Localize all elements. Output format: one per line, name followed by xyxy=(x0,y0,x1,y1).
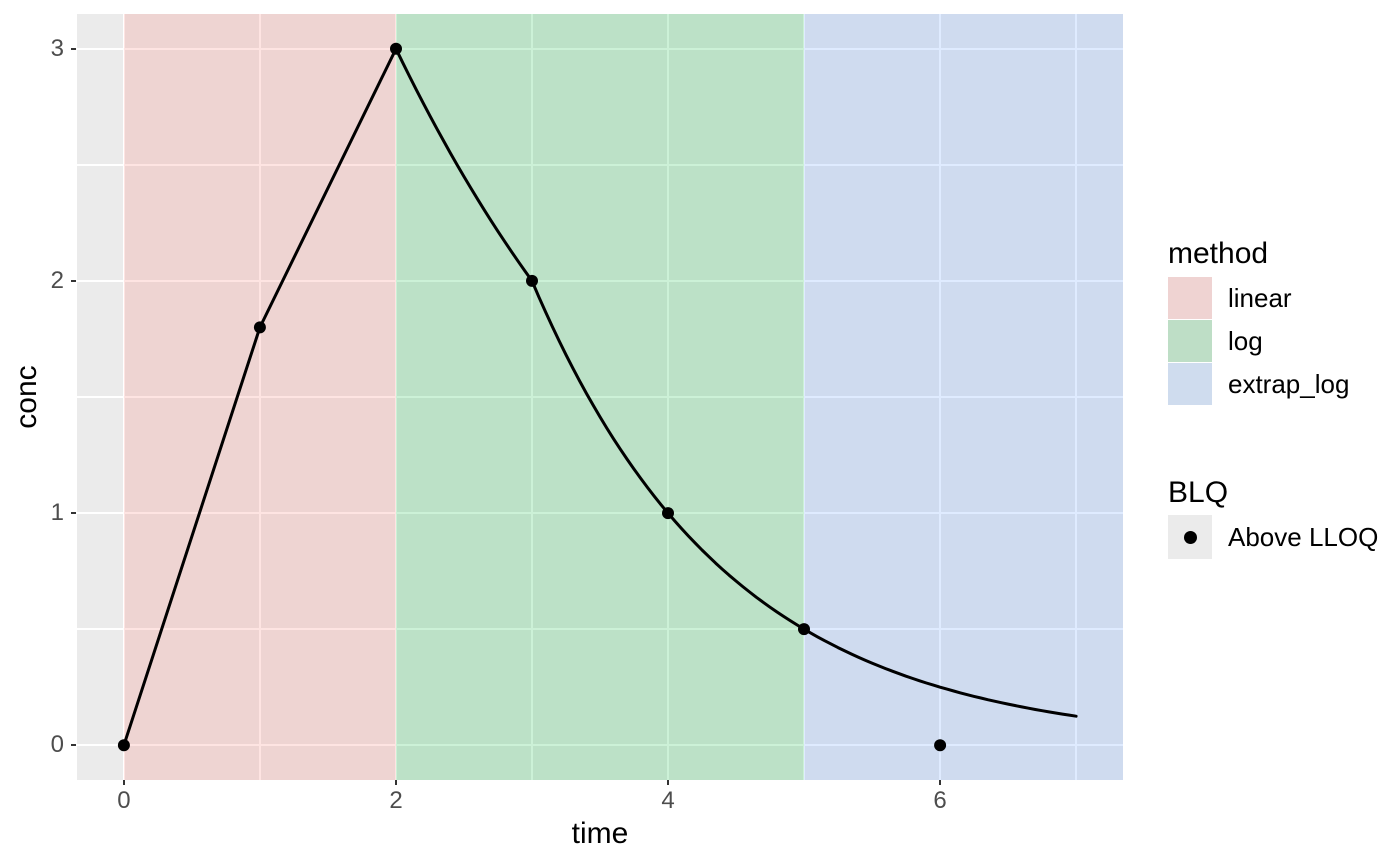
gridline-y-minor-1.5 xyxy=(77,396,1123,398)
legend-swatch-extrap-log xyxy=(1168,363,1212,405)
legend-key-above-lloq xyxy=(1168,515,1212,559)
concentration-line xyxy=(122,47,1078,747)
region-extrap_log xyxy=(804,14,1123,780)
y-tick-label-2: 2 xyxy=(50,266,64,294)
data-point-t4 xyxy=(662,507,674,520)
x-tick-label-6: 6 xyxy=(933,787,947,814)
gridline-y-major-0 xyxy=(77,743,1123,747)
data-point-t0 xyxy=(117,739,130,752)
legend-label-above-lloq: Above LLOQ xyxy=(1228,521,1379,552)
y-tick-label-0: 0 xyxy=(50,731,64,759)
legend-blq-title: BLQ xyxy=(1168,476,1229,509)
region-log xyxy=(396,14,805,780)
legend-swatch-linear xyxy=(1168,277,1212,319)
data-point-t1 xyxy=(253,321,266,334)
legend-item-log: log xyxy=(1168,320,1349,362)
legend-item-extrap-log: extrap_log xyxy=(1168,363,1349,405)
x-tick-mark-0 xyxy=(122,780,126,785)
y-tick-label-1: 1 xyxy=(50,499,64,527)
gridline-x-major-2 xyxy=(394,14,398,780)
y-tick-mark-3 xyxy=(71,47,76,51)
legend-swatch-log xyxy=(1168,320,1212,362)
legend-label-log: log xyxy=(1228,325,1263,356)
legend-item-linear: linear xyxy=(1168,277,1349,319)
concentration-curve-layer xyxy=(117,42,1078,752)
data-point-t6 xyxy=(934,739,947,752)
gridline-y-minor-0.5 xyxy=(77,628,1123,630)
gridline-x-major-6 xyxy=(938,14,942,780)
gridline-y-major-2 xyxy=(77,279,1123,283)
gridline-y-major-1 xyxy=(77,511,1123,515)
y-tick-mark-1 xyxy=(71,511,76,515)
data-point-t5 xyxy=(798,623,810,636)
x-tick-label-4: 4 xyxy=(661,787,675,814)
legend-method: method linear log extrap_log xyxy=(1168,238,1349,406)
legend-label-linear: linear xyxy=(1228,282,1292,313)
y-axis-title: conc xyxy=(10,365,43,429)
x-tick-label-2: 2 xyxy=(389,787,403,814)
legend-label-extrap-log: extrap_log xyxy=(1228,368,1350,399)
x-axis-title: time xyxy=(571,817,629,850)
x-tick-mark-6 xyxy=(938,780,942,785)
y-tick-mark-0 xyxy=(71,743,76,747)
legend-item-above-lloq: Above LLOQ xyxy=(1168,515,1379,559)
gridline-x-major-0 xyxy=(122,14,126,780)
x-tick-mark-4 xyxy=(666,780,670,785)
y-tick-label-3: 3 xyxy=(50,34,64,62)
point-marker-icon xyxy=(1183,530,1197,544)
legend-method-title: method xyxy=(1168,237,1269,270)
data-point-t2 xyxy=(390,42,402,55)
plot-panel xyxy=(77,14,1123,780)
gridline-x-major-4 xyxy=(666,14,670,780)
legend-blq: BLQ Above LLOQ xyxy=(1168,477,1378,559)
gridline-y-minor-2.5 xyxy=(77,164,1123,166)
x-tick-label-0: 0 xyxy=(117,787,131,814)
gridline-y-major-3 xyxy=(77,47,1123,51)
data-point-t3 xyxy=(526,274,538,287)
y-tick-mark-2 xyxy=(71,279,76,283)
x-tick-mark-2 xyxy=(394,780,398,785)
